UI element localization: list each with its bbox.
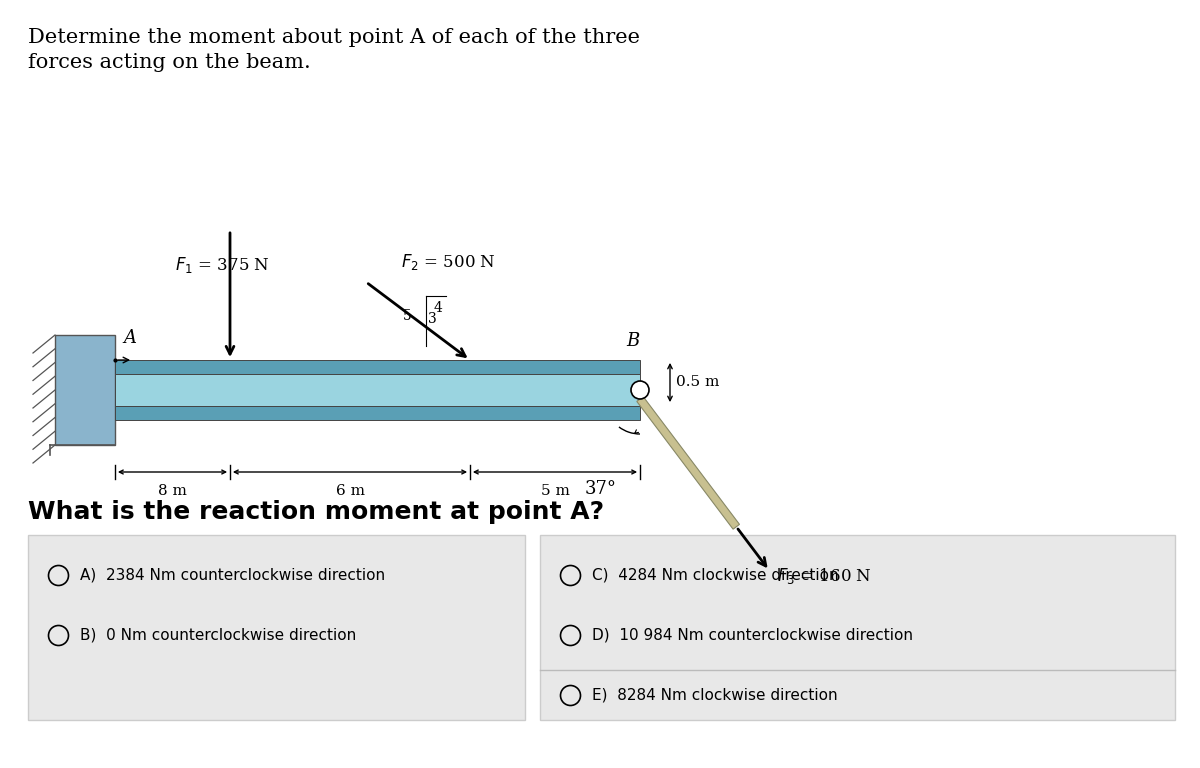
Text: B)  0 Nm counterclockwise direction: B) 0 Nm counterclockwise direction bbox=[80, 627, 356, 643]
Text: A)  2384 Nm counterclockwise direction: A) 2384 Nm counterclockwise direction bbox=[80, 568, 385, 582]
Text: A: A bbox=[124, 329, 136, 347]
Bar bbox=[540, 535, 1175, 720]
Bar bbox=[28, 535, 526, 720]
Text: D)  10 984 Nm counterclockwise direction: D) 10 984 Nm counterclockwise direction bbox=[592, 627, 913, 643]
Text: C)  4284 Nm clockwise direction: C) 4284 Nm clockwise direction bbox=[592, 568, 839, 582]
Text: Determine the moment about point A of each of the three: Determine the moment about point A of ea… bbox=[28, 28, 640, 47]
Text: 37°: 37° bbox=[586, 480, 617, 498]
Bar bbox=[115, 360, 640, 374]
Bar bbox=[55, 335, 115, 445]
Text: What is the reaction moment at point A?: What is the reaction moment at point A? bbox=[28, 500, 604, 524]
Bar bbox=[115, 374, 640, 406]
Text: 4: 4 bbox=[434, 301, 443, 315]
Text: 3: 3 bbox=[428, 312, 437, 326]
Text: 5 m: 5 m bbox=[540, 484, 570, 498]
Text: $F_3$ = 160 N: $F_3$ = 160 N bbox=[778, 566, 872, 586]
Text: $F_2$ = 500 N: $F_2$ = 500 N bbox=[401, 252, 496, 272]
Circle shape bbox=[631, 381, 649, 399]
Polygon shape bbox=[637, 396, 739, 529]
Text: 8 m: 8 m bbox=[158, 484, 187, 498]
Text: $F_1$ = 375 N: $F_1$ = 375 N bbox=[175, 255, 270, 275]
Text: 0.5 m: 0.5 m bbox=[676, 376, 719, 389]
Text: 5: 5 bbox=[403, 309, 412, 323]
Bar bbox=[115, 406, 640, 420]
Text: E)  8284 Nm clockwise direction: E) 8284 Nm clockwise direction bbox=[592, 687, 838, 703]
Text: forces acting on the beam.: forces acting on the beam. bbox=[28, 53, 311, 72]
Text: 6 m: 6 m bbox=[336, 484, 365, 498]
Text: B: B bbox=[626, 332, 640, 350]
